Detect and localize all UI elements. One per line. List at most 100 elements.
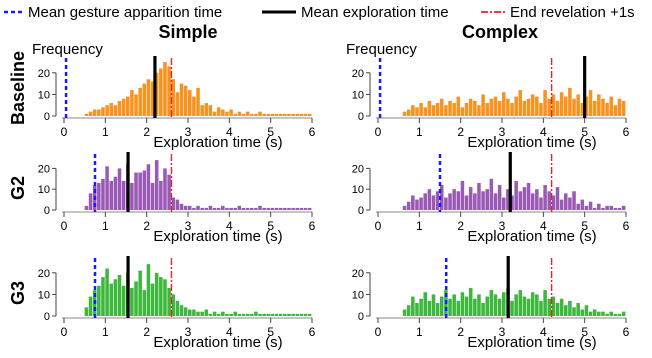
panel-g3-simple: 0 10 20 0 1 2 3 4 5 6 Exploration time (s) <box>38 256 316 351</box>
histogram-bar <box>473 298 477 316</box>
histogram-bar <box>568 87 572 116</box>
histogram-bar <box>535 189 539 210</box>
histogram-bar <box>460 292 465 316</box>
x-tick-label: 3 <box>499 125 506 139</box>
histogram-bar <box>609 96 613 116</box>
histogram-bar <box>456 300 461 316</box>
y-tick-label: 20 <box>352 68 364 80</box>
histogram-bar <box>212 311 217 316</box>
histogram-bar <box>200 105 204 116</box>
histogram-bar <box>307 313 312 316</box>
histogram-bar <box>167 66 171 116</box>
histogram-bar <box>266 313 271 316</box>
histogram-bar <box>225 111 229 116</box>
histogram-bar <box>539 300 543 316</box>
histogram-bar <box>543 290 547 316</box>
histogram-bar <box>233 207 237 210</box>
histogram-bar <box>163 279 167 316</box>
histogram-bar <box>415 107 419 116</box>
histogram-bar <box>233 113 237 116</box>
histogram-bar <box>287 313 291 316</box>
histogram-bar <box>117 100 122 116</box>
histogram-bar <box>477 105 481 116</box>
histogram-bar <box>572 307 576 316</box>
histogram-bar <box>204 207 209 210</box>
legend-exploration-label: Mean exploration time <box>301 4 449 21</box>
x-tick-label: 4 <box>540 125 547 139</box>
histogram-bar <box>138 87 142 116</box>
y-tick-label: 20 <box>352 268 364 280</box>
histogram-bar <box>547 298 551 316</box>
histogram-bar <box>464 296 469 316</box>
x-tick-label: 3 <box>185 325 192 339</box>
histogram-bar <box>278 313 283 316</box>
histogram-bar <box>522 100 527 116</box>
panel-g2-complex: 0 10 20 0 1 2 3 4 5 6 Exploration time (s) <box>352 152 630 245</box>
histogram-bar <box>241 207 246 210</box>
histogram-bar <box>468 287 473 316</box>
histogram-bar <box>411 195 415 210</box>
histogram-bar <box>497 298 502 316</box>
histogram-bar <box>444 105 448 116</box>
histogram-bar <box>179 305 184 316</box>
histogram-bar <box>597 94 601 116</box>
histogram-bar <box>605 205 609 210</box>
x-tick-label: 0 <box>375 325 382 339</box>
histogram-bar <box>287 207 291 210</box>
x-tick-label: 0 <box>61 125 68 139</box>
histogram-bar <box>270 313 275 316</box>
histogram-bar <box>101 277 105 316</box>
x-tick-label: 5 <box>581 219 588 233</box>
histogram-bar <box>262 113 266 116</box>
histogram-bar <box>473 193 477 210</box>
x-tick-label: 6 <box>309 125 316 139</box>
x-tick-label: 2 <box>457 125 464 139</box>
histogram-bar <box>179 83 184 116</box>
histogram-bar <box>101 107 105 116</box>
histogram-bar <box>539 103 543 116</box>
x-tick-label: 2 <box>457 325 464 339</box>
histogram-bar <box>88 111 93 116</box>
histogram-bar <box>559 199 564 210</box>
histogram-bar <box>237 111 242 116</box>
histogram-bar <box>506 98 510 116</box>
histogram-bar <box>138 172 142 210</box>
histogram-bar <box>159 277 163 316</box>
histogram-bar <box>183 85 188 116</box>
x-tick-label: 6 <box>623 219 630 233</box>
histogram-bar <box>84 205 89 210</box>
y-tick-label: 0 <box>44 111 50 123</box>
histogram-bar <box>584 96 589 116</box>
histogram-bar <box>584 205 589 210</box>
histogram-bar <box>543 90 547 116</box>
histogram-bar <box>551 94 556 116</box>
histogram-bar <box>274 313 279 316</box>
histogram-bar <box>415 199 419 210</box>
histogram-bar <box>134 281 138 316</box>
histogram-bar <box>196 205 200 210</box>
histogram-bar <box>493 96 498 116</box>
histogram-bar <box>568 197 572 210</box>
histogram-bar <box>452 189 456 210</box>
histogram-bar <box>295 113 299 116</box>
histogram-bar <box>522 187 527 210</box>
histogram-bar <box>530 292 535 316</box>
histogram-bar <box>307 207 312 210</box>
histogram-bar <box>130 182 134 210</box>
histogram-bar <box>431 294 436 316</box>
histogram-bar <box>423 193 427 210</box>
histogram-bar <box>208 105 213 116</box>
histogram-bar <box>254 113 258 116</box>
histogram-bar <box>448 298 452 316</box>
x-tick-label: 6 <box>623 125 630 139</box>
histogram-bar <box>489 290 494 316</box>
histogram-bar <box>597 311 601 316</box>
x-tick-label: 0 <box>375 219 382 233</box>
x-tick-label: 5 <box>267 125 274 139</box>
histogram-bar <box>283 207 287 210</box>
x-tick-label: 3 <box>185 219 192 233</box>
histogram-bar <box>477 294 481 316</box>
x-tick-label: 4 <box>226 219 233 233</box>
histogram-bar <box>543 185 547 210</box>
